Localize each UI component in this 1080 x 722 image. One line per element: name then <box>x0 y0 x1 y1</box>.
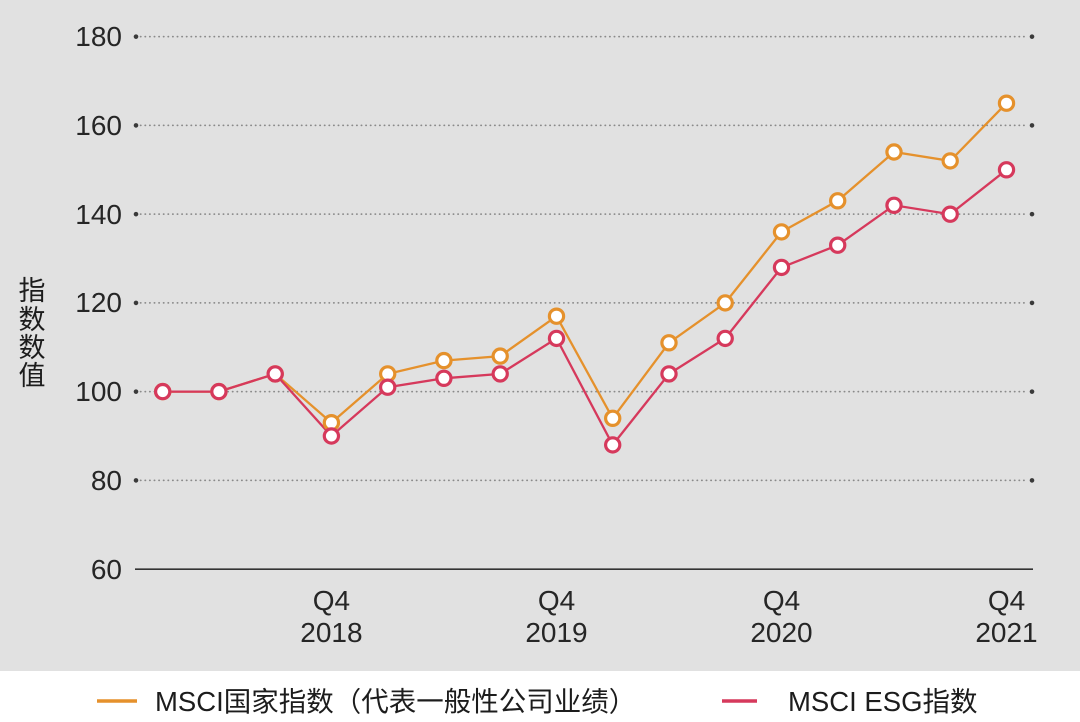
svg-text:2019: 2019 <box>525 617 587 648</box>
svg-text:Q4: Q4 <box>538 585 575 616</box>
svg-text:MSCI ESG指数: MSCI ESG指数 <box>788 686 977 717</box>
svg-text:120: 120 <box>75 287 122 318</box>
svg-text:Q4: Q4 <box>313 585 350 616</box>
svg-text:2020: 2020 <box>750 617 812 648</box>
svg-text:140: 140 <box>75 199 122 230</box>
svg-text:Q4: Q4 <box>988 585 1025 616</box>
svg-text:值: 值 <box>19 361 46 391</box>
svg-text:60: 60 <box>91 554 122 585</box>
svg-text:180: 180 <box>75 21 122 52</box>
svg-text:160: 160 <box>75 110 122 141</box>
svg-text:数: 数 <box>19 333 46 363</box>
svg-text:80: 80 <box>91 465 122 496</box>
svg-text:2021: 2021 <box>975 617 1037 648</box>
svg-text:Q4: Q4 <box>763 585 800 616</box>
svg-text:MSCI国家指数（代表一般性公司业绩）: MSCI国家指数（代表一般性公司业绩） <box>155 686 636 717</box>
svg-text:数: 数 <box>19 305 46 335</box>
svg-text:指: 指 <box>19 276 46 306</box>
svg-text:100: 100 <box>75 376 122 407</box>
svg-text:2018: 2018 <box>300 617 362 648</box>
